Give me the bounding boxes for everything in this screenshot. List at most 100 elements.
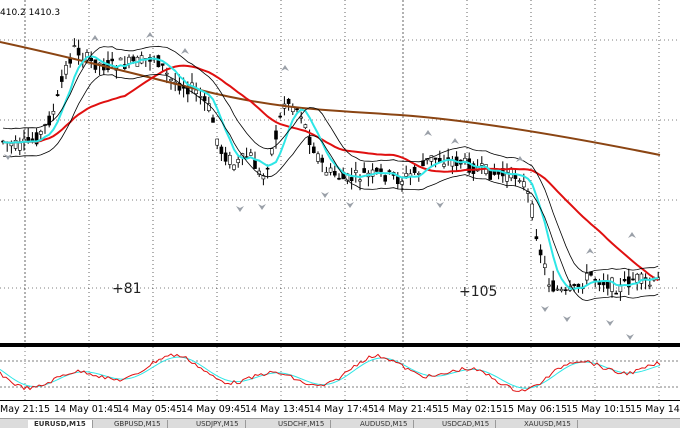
candle-body	[530, 203, 535, 218]
candle-body	[412, 166, 417, 173]
fractal-down-marker	[626, 334, 634, 340]
time-label: 14 May 21:45	[373, 404, 439, 415]
time-label: 15 May 14:1	[630, 404, 680, 415]
slow-moving-average-line	[0, 41, 661, 156]
time-label: May 21:15	[0, 404, 51, 415]
candle-body	[383, 175, 388, 182]
candle-body	[219, 146, 224, 154]
candle-body	[563, 289, 568, 291]
candle-body	[47, 115, 52, 126]
chart-tab[interactable]: AUDUSD,M15	[354, 420, 415, 428]
candle-body	[156, 55, 161, 68]
oscillator-subwindow[interactable]	[0, 347, 680, 400]
time-label: 14 May 17:45	[309, 404, 375, 415]
candle-body	[610, 277, 614, 292]
candle-body	[597, 282, 602, 285]
candle-body	[30, 138, 35, 141]
time-label: 14 May 05:45	[117, 404, 183, 415]
candle-body	[479, 163, 484, 166]
candle-body	[223, 152, 228, 162]
candle-body	[169, 79, 173, 82]
candle-body	[38, 130, 43, 135]
fractal-up-marker	[146, 32, 154, 38]
chart-tab[interactable]: USDCHF,M15	[272, 420, 332, 428]
oscillator-signal-line	[0, 356, 661, 389]
candle-body	[194, 89, 198, 95]
profit-label-2: +105	[459, 284, 498, 300]
candle-body	[517, 180, 522, 182]
candle-body	[551, 280, 556, 292]
candle-body	[13, 140, 18, 149]
candle-body	[328, 167, 333, 173]
envelope-lower-line	[2, 73, 659, 302]
candle-body	[215, 138, 219, 146]
time-label: 14 May 09:45	[181, 404, 247, 415]
chart-tab[interactable]: USDJPY,M15	[190, 420, 246, 428]
candle-body	[589, 271, 593, 276]
candle-body	[521, 181, 526, 188]
price-chart[interactable]	[0, 0, 680, 343]
candle-body	[211, 117, 215, 123]
time-label: 14 May 13:45	[245, 404, 311, 415]
candle-body	[274, 130, 278, 140]
candle-body	[22, 138, 26, 142]
candle-body	[324, 171, 329, 176]
candle-body	[605, 281, 610, 289]
candle-body	[513, 174, 518, 179]
ohlc-readout: 410.2 1410.3	[0, 8, 61, 18]
candle-body	[118, 57, 123, 61]
candle-body	[110, 58, 114, 62]
candle-body	[534, 236, 539, 240]
chart-tab[interactable]: XAUUSD,M15	[518, 420, 578, 428]
candle-body	[353, 170, 358, 173]
fractal-up-marker	[181, 48, 189, 54]
candle-body	[295, 108, 299, 111]
candle-body	[202, 96, 207, 102]
candle-body	[131, 56, 135, 62]
fractal-up-marker	[424, 130, 432, 136]
mid-moving-average-line	[2, 64, 659, 282]
candle-body	[165, 72, 169, 75]
fractal-down-marker	[4, 154, 12, 160]
time-label: 15 May 02:15	[437, 404, 503, 415]
subwindow-separator[interactable]	[0, 343, 680, 347]
candle-body	[127, 56, 131, 64]
fractal-down-marker	[258, 204, 266, 210]
candle-body	[34, 132, 39, 145]
candle-body	[601, 282, 606, 286]
fractal-down-marker	[236, 206, 244, 212]
candle-body	[286, 98, 291, 104]
candle-body	[374, 167, 379, 172]
chart-tab[interactable]: GBPUSD,M15	[108, 420, 168, 428]
fractal-down-marker	[541, 306, 549, 312]
candle-body	[320, 157, 325, 163]
candle-body	[614, 292, 619, 295]
candle-body	[269, 148, 274, 155]
candle-body	[362, 168, 367, 173]
candle-body	[572, 284, 577, 286]
candle-body	[55, 94, 60, 97]
fractal-up-marker	[586, 248, 594, 254]
fractal-up-marker	[91, 35, 99, 41]
candle-body	[433, 157, 438, 160]
candle-body	[387, 170, 392, 172]
candle-body	[349, 177, 354, 182]
candle-body	[446, 157, 451, 160]
candle-body	[249, 152, 253, 156]
candle-body	[358, 179, 362, 182]
candle-body	[429, 155, 434, 162]
time-label: 15 May 06:15	[502, 404, 568, 415]
candle-body	[542, 263, 547, 268]
chart-tab[interactable]: USDCAD,M15	[436, 420, 497, 428]
candle-body	[76, 47, 81, 56]
fractal-down-marker	[563, 316, 571, 322]
profit-label-1: +81	[112, 281, 142, 297]
candle-body	[395, 176, 400, 185]
candle-body	[538, 249, 543, 256]
fractal-down-marker	[606, 320, 614, 326]
candle-body	[17, 142, 22, 151]
candle-body	[303, 124, 308, 129]
chart-tab[interactable]: EURUSD,M15	[28, 420, 93, 428]
candle-body	[505, 171, 509, 182]
candle-body	[232, 164, 236, 170]
